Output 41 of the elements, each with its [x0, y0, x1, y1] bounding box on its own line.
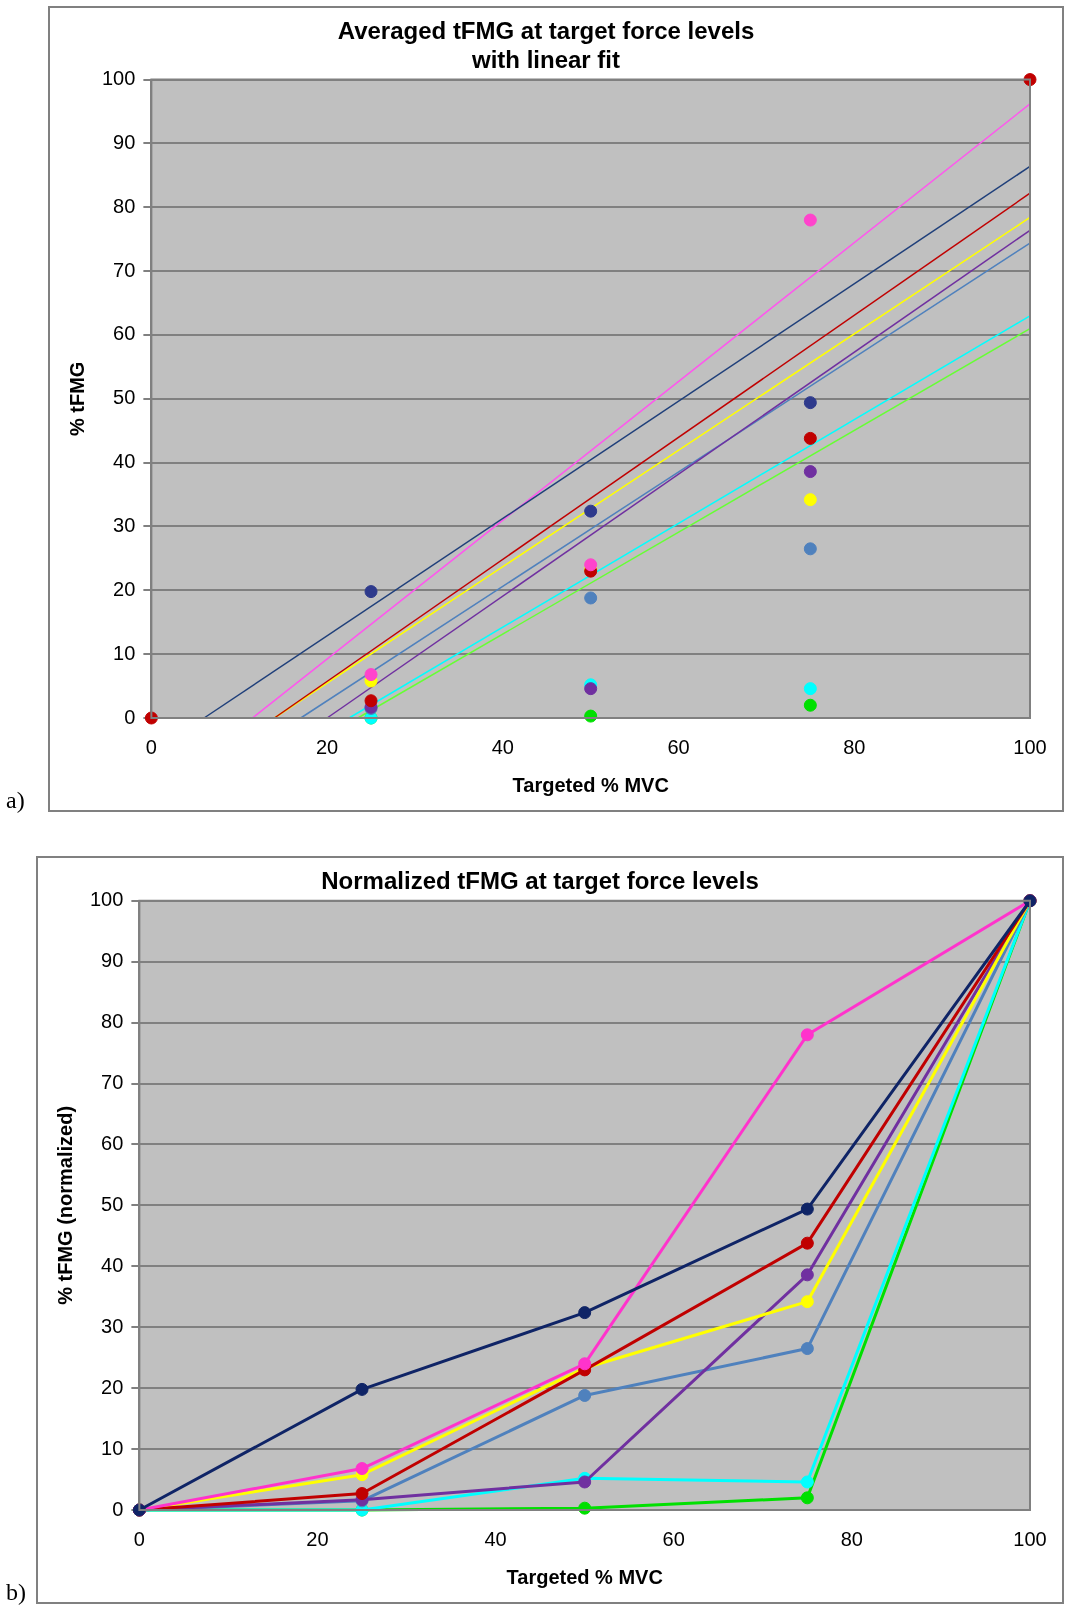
x-tick-label: 60	[667, 735, 690, 758]
x-tick-label: 0	[145, 735, 157, 758]
y-tick-label: 50	[101, 1192, 124, 1215]
x-tick-label: 60	[662, 1527, 685, 1550]
y-tick-label: 70	[113, 258, 136, 281]
y-tick-label: 60	[101, 1132, 124, 1154]
x-tick-label: 80	[843, 735, 866, 758]
y-tick-label: 30	[113, 514, 136, 536]
text: b)	[6, 1579, 26, 1606]
y-tick-label: 0	[112, 1497, 124, 1520]
x-axis-title: Targeted % MVC	[506, 1565, 663, 1588]
y-tick-label: 100	[101, 67, 136, 90]
y-tick-label: 20	[113, 577, 136, 600]
y-tick-label: 20	[101, 1375, 124, 1398]
y-tick-label: 90	[113, 130, 136, 153]
text: a)	[6, 787, 25, 814]
y-tick-label: 10	[113, 641, 136, 664]
y-tick-label: 40	[113, 450, 136, 473]
y-tick-label: 10	[101, 1436, 124, 1459]
chart-title: Normalized tFMG at target force levels	[321, 867, 759, 895]
x-tick-label: 20	[315, 735, 339, 758]
chart-title: Averaged tFMG at target force levels with linear fit	[337, 17, 755, 73]
y-axis-title: % tFMG	[65, 361, 88, 437]
y-tick-label: 100	[89, 888, 124, 911]
x-tick-label: 40	[484, 1527, 507, 1550]
x-tick-label: 100	[1013, 1527, 1047, 1550]
x-tick-label: 20	[306, 1527, 329, 1550]
y-tick-label: 80	[113, 194, 136, 217]
y-tick-label: 0	[124, 705, 136, 728]
y-tick-label: 40	[101, 1253, 124, 1276]
y-tick-label: 30	[101, 1314, 124, 1337]
y-tick-label: 60	[113, 322, 136, 345]
x-tick-label: 80	[840, 1527, 863, 1550]
y-tick-label: 90	[101, 949, 124, 972]
y-axis-title: % tFMG (normalized)	[53, 1105, 76, 1305]
y-tick-label: 80	[101, 1010, 124, 1033]
y-tick-label: 50	[113, 386, 136, 409]
x-axis-title: Targeted % MVC	[512, 773, 669, 796]
y-tick-label: 70	[101, 1071, 124, 1094]
x-tick-label: 40	[491, 735, 514, 758]
x-tick-label: 100	[1013, 735, 1047, 758]
